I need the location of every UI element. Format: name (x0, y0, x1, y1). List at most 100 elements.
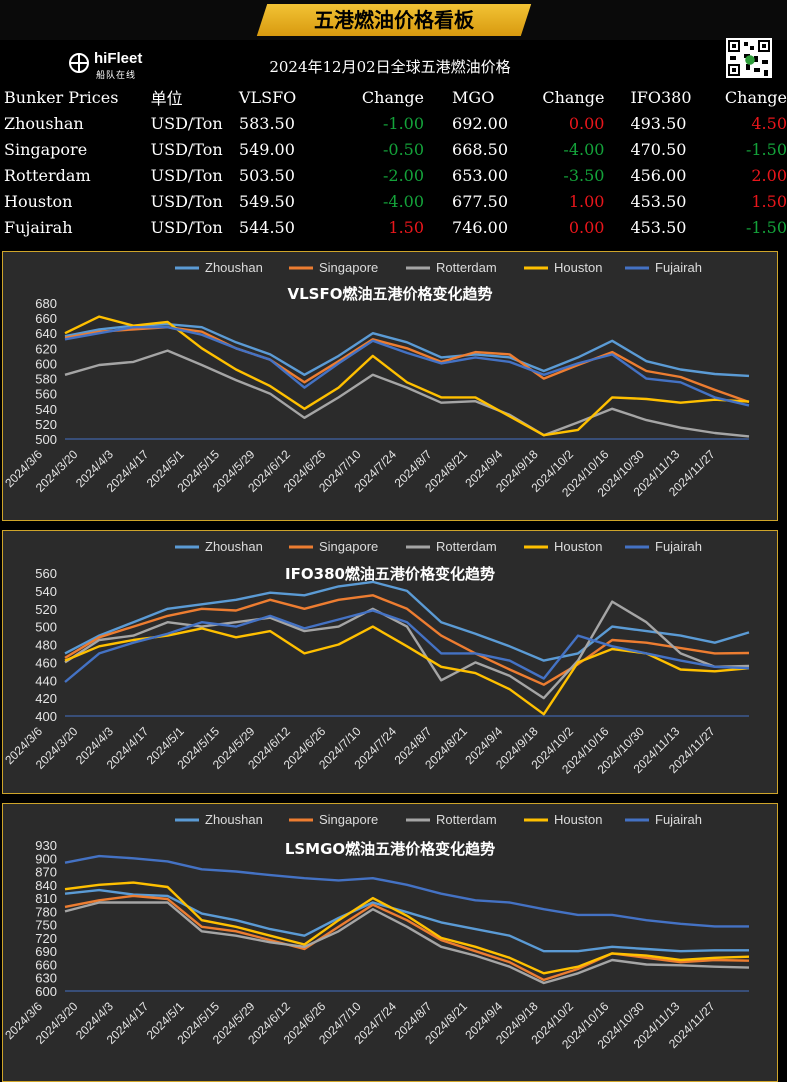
port-name: Zhoushan (4, 113, 84, 133)
vlsfo-change: 1.50 (388, 217, 425, 237)
logo-name: hiFleet (94, 50, 143, 67)
series-line (64, 854, 749, 928)
vlsfo-price: 503.50 (238, 165, 295, 185)
mgo-price: 692.00 (452, 113, 509, 133)
lsmgo-trend-chart: Zhoushan Singapore Rotterdam Houston Fujaira… (3, 812, 750, 1052)
y-tick-label: 400 (35, 709, 57, 724)
series-line (64, 594, 750, 686)
chart-title: IFO380燃油五港价格变化趋势 (285, 565, 495, 583)
header-vlsfo-change: Change (361, 87, 425, 107)
ifo-price: 493.50 (630, 113, 687, 133)
vlsfo-change: -0.50 (383, 139, 425, 159)
y-tick-label: 620 (35, 341, 57, 356)
table-row: Houston USD/Ton 549.50 -4.00 677.50 1.00… (0, 188, 787, 214)
logo-subtitle: 船队在线 (96, 71, 137, 81)
y-tick-label: 600 (35, 356, 57, 371)
header-bunker-prices: Bunker Prices (4, 87, 119, 107)
vlsfo-price: 544.50 (238, 217, 295, 237)
mgo-price: 746.00 (452, 217, 509, 237)
table-header-row: Bunker Prices 单位 VLSFO Change MGO Change… (0, 84, 787, 110)
ifo380-chart-panel: Zhoushan Singapore Rotterdam Houston Fujaira… (2, 530, 778, 794)
table-row: Singapore USD/Ton 549.00 -0.50 668.50 -4… (0, 136, 787, 162)
unit-cell: USD/Ton (150, 217, 223, 237)
bunker-price-table: Bunker Prices 单位 VLSFO Change MGO Change… (0, 84, 787, 240)
table-row: Zhoushan USD/Ton 583.50 -1.00 692.00 0.0… (0, 110, 787, 136)
legend-label: Houston (554, 539, 602, 554)
series-line (64, 349, 750, 438)
legend-label: Zhoushan (205, 260, 263, 275)
series-line (64, 325, 750, 404)
ifo-change: 4.50 (751, 113, 787, 133)
page-title: 五港燃油价格看板 (314, 8, 474, 32)
table-row: Rotterdam USD/Ton 503.50 -2.00 653.00 -3… (0, 162, 787, 188)
y-tick-label: 900 (35, 851, 57, 866)
series-line (64, 580, 750, 662)
table-title: 2024年12月02日全球五港燃油价格 (269, 58, 511, 76)
ifo-price: 470.50 (630, 139, 687, 159)
y-tick-label: 420 (35, 691, 57, 706)
ship-wheel-icon (69, 53, 89, 73)
series-line (64, 609, 750, 683)
legend-label: Singapore (319, 812, 378, 827)
hifleet-logo: hiFleet 船队在线 (68, 50, 164, 81)
series-line (64, 322, 750, 378)
legend-label: Fujairah (655, 539, 702, 554)
y-tick-label: 840 (35, 878, 57, 893)
table-row: Fujairah USD/Ton 544.50 1.50 746.00 0.00… (0, 214, 787, 240)
y-tick-label: 500 (35, 620, 57, 635)
y-tick-label: 660 (35, 311, 57, 326)
mgo-change: -4.00 (563, 139, 605, 159)
mgo-change: 0.00 (568, 113, 605, 133)
series-line (64, 600, 750, 700)
y-tick-label: 440 (35, 673, 57, 688)
y-tick-label: 640 (35, 326, 57, 341)
legend-label: Rotterdam (436, 539, 497, 554)
ifo-change: 1.50 (751, 191, 787, 211)
y-tick-label: 520 (35, 602, 57, 617)
series-line (64, 901, 750, 985)
header-ifo380: IFO380 (630, 87, 692, 107)
y-tick-label: 930 (35, 838, 57, 853)
y-tick-label: 630 (35, 971, 57, 986)
series-line (64, 894, 750, 982)
header-unit: 单位 (150, 89, 183, 108)
vlsfo-price: 549.00 (238, 139, 295, 159)
chart-title: VLSFO燃油五港价格变化趋势 (288, 285, 493, 303)
port-name: Rotterdam (4, 165, 91, 185)
legend-label: Rotterdam (436, 260, 497, 275)
vlsfo-trend-chart: Zhoushan Singapore Rotterdam Houston Fujaira… (3, 260, 750, 500)
legend-label: Zhoushan (205, 539, 263, 554)
y-tick-label: 540 (35, 402, 57, 417)
vlsfo-price: 549.50 (238, 191, 295, 211)
ifo-change: -1.50 (745, 139, 787, 159)
unit-cell: USD/Ton (150, 139, 223, 159)
ifo-price: 453.50 (630, 217, 687, 237)
series-line (64, 881, 750, 975)
y-tick-label: 660 (35, 957, 57, 972)
unit-cell: USD/Ton (150, 165, 223, 185)
ifo-change: -1.50 (745, 217, 787, 237)
y-tick-label: 520 (35, 417, 57, 432)
header-bar: 五港燃油价格看板 (0, 0, 787, 40)
y-tick-label: 750 (35, 918, 57, 933)
chart-title: LSMGO燃油五港价格变化趋势 (285, 840, 495, 858)
port-name: Houston (4, 191, 73, 211)
series-line (64, 325, 750, 407)
mgo-change: 0.00 (568, 217, 605, 237)
mgo-price: 653.00 (452, 165, 509, 185)
y-tick-label: 480 (35, 638, 57, 653)
mgo-price: 677.50 (452, 191, 509, 211)
port-name: Singapore (4, 139, 88, 159)
vlsfo-change: -1.00 (383, 113, 425, 133)
mgo-price: 668.50 (452, 139, 509, 159)
qr-code-icon[interactable] (726, 38, 772, 78)
header-ifo-change: Change (724, 87, 787, 107)
header-mgo: MGO (452, 87, 495, 107)
ifo-price: 453.50 (630, 191, 687, 211)
y-tick-label: 780 (35, 904, 57, 919)
unit-cell: USD/Ton (150, 113, 223, 133)
y-tick-label: 870 (35, 865, 57, 880)
y-tick-label: 560 (35, 387, 57, 402)
ifo380-trend-chart: Zhoushan Singapore Rotterdam Houston Fujaira… (3, 539, 750, 777)
series-line (64, 625, 750, 716)
